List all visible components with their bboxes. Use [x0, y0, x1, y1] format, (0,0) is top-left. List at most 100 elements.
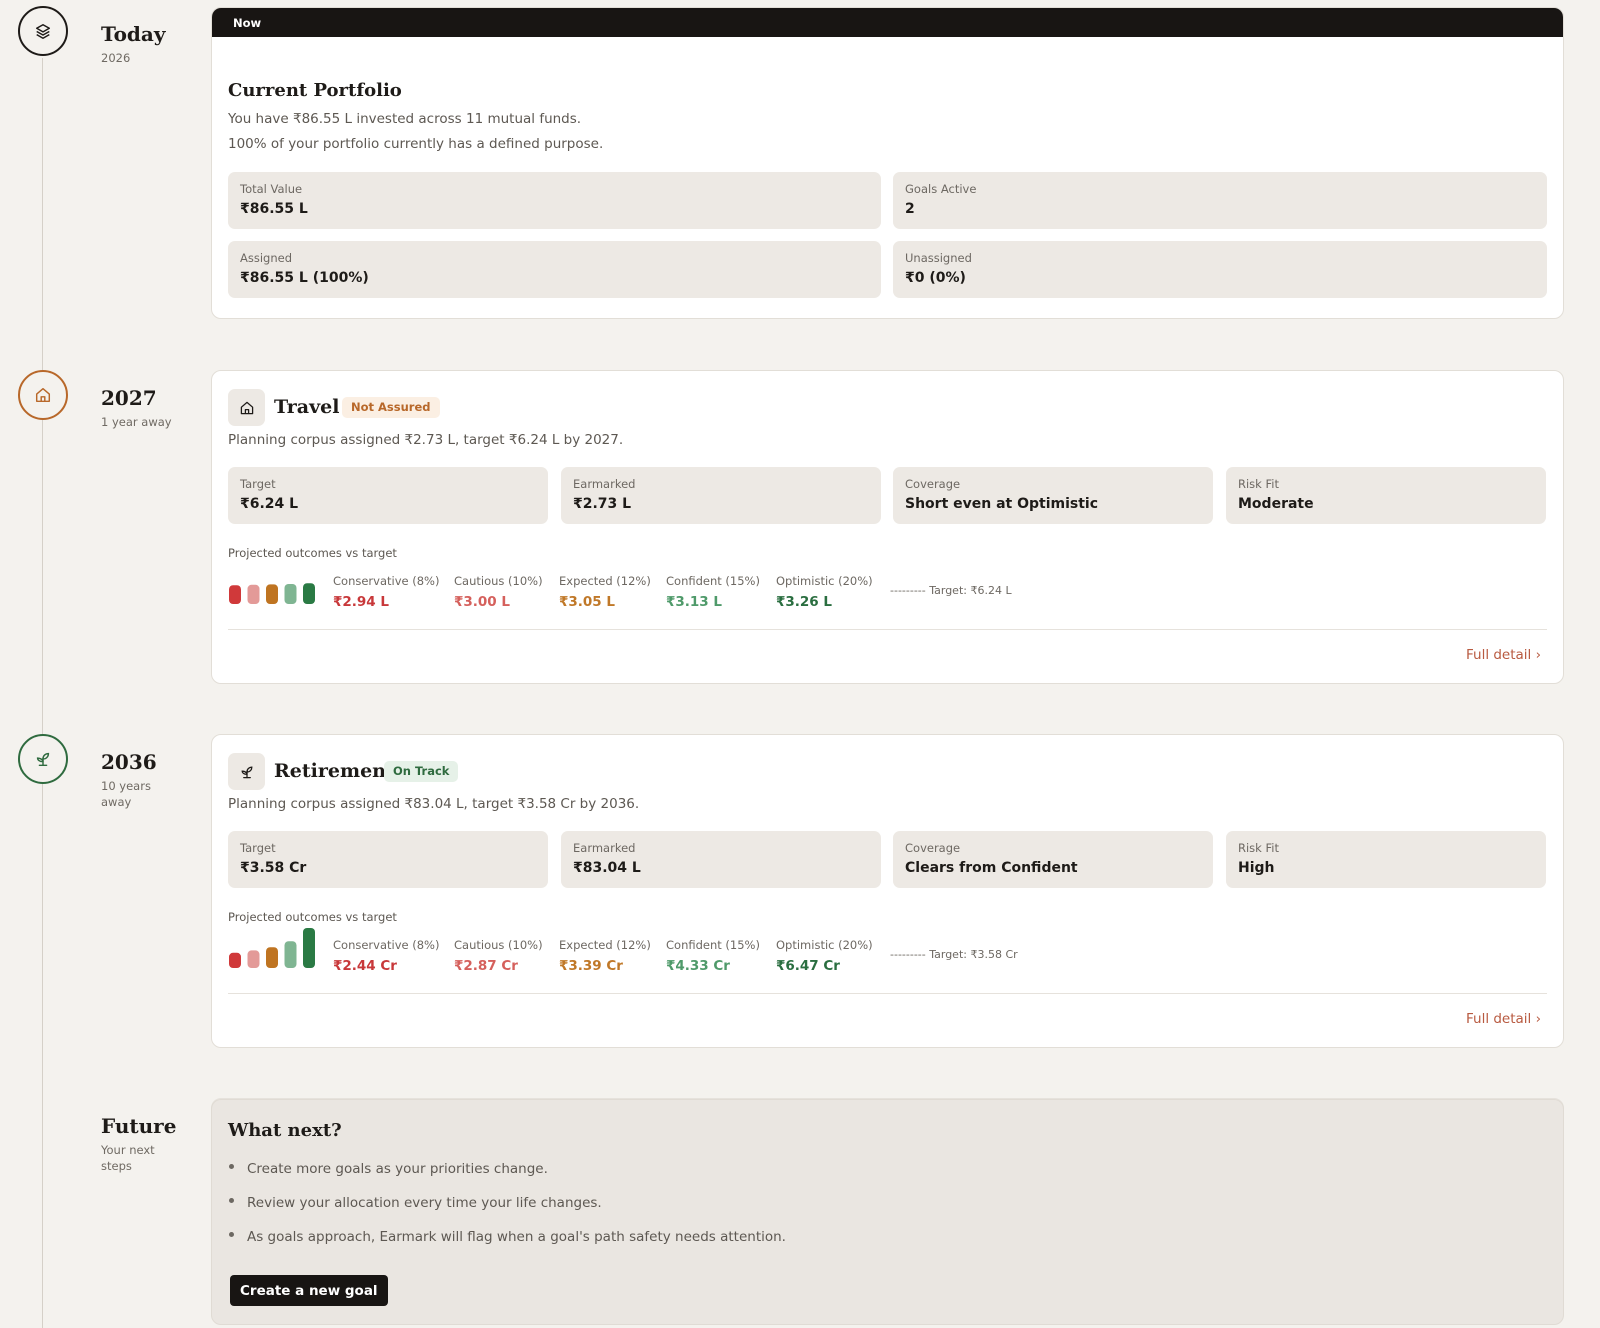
- outcome-label: Conservative (8%): [333, 938, 440, 952]
- outcome-value: ₹3.00 L: [454, 594, 511, 610]
- stat-value: ₹0 (0%): [905, 270, 966, 286]
- target-line-label: --------- Target: ₹6.24 L: [890, 584, 1012, 597]
- projection-label: Projected outcomes vs target: [228, 910, 397, 924]
- goal-stat-coverage: Coverage Clears from Confident: [893, 831, 1213, 888]
- timeline-sub: 1 year away: [101, 415, 172, 429]
- timeline-year: 2027: [101, 386, 157, 410]
- stat-value: ₹6.24 L: [240, 496, 299, 512]
- outcome-bar-expected: [266, 584, 278, 604]
- what-next-card: What next? Create more goals as your pri…: [211, 1099, 1564, 1325]
- status-badge: On Track: [384, 761, 459, 782]
- outcome-value: ₹3.13 L: [666, 594, 723, 610]
- timeline-rail: [42, 58, 43, 1328]
- outcome-label: Cautious (10%): [454, 938, 543, 952]
- stat-label: Total Value: [240, 182, 303, 196]
- portfolio-purpose: 100% of your portfolio currently has a d…: [228, 136, 604, 152]
- timeline-year: Future: [101, 1114, 177, 1138]
- stat-value: ₹86.55 L (100%): [240, 270, 369, 286]
- stat-total-value: Total Value ₹86.55 L: [228, 172, 881, 229]
- current-portfolio-card: Now Current Portfolio You have ₹86.55 L …: [211, 7, 1564, 319]
- outcome-bar-optimistic: [303, 583, 315, 604]
- stat-assigned: Assigned ₹86.55 L (100%): [228, 241, 881, 298]
- divider: [228, 629, 1547, 630]
- stat-goals-active: Goals Active 2: [893, 172, 1547, 229]
- outcome-bars: [229, 583, 315, 604]
- timeline-node-today: [18, 6, 68, 56]
- goal-title: Retirement: [274, 760, 395, 782]
- goal-stat-earmarked: Earmarked ₹83.04 L: [561, 831, 881, 888]
- stat-value: ₹2.73 L: [573, 496, 632, 512]
- stat-value: 2: [905, 201, 915, 217]
- outcome-value: ₹2.94 L: [333, 594, 390, 610]
- full-detail-link[interactable]: Full detail ›: [1465, 1011, 1541, 1027]
- stat-label: Earmarked: [573, 841, 636, 855]
- sprout-icon: [36, 752, 50, 767]
- portfolio-summary: You have ₹86.55 L invested across 11 mut…: [228, 111, 582, 127]
- full-detail-link[interactable]: Full detail ›: [1465, 647, 1541, 663]
- goal-stat-target: Target ₹6.24 L: [228, 467, 548, 524]
- outcome-conservative: Conservative (8%) ₹2.44 Cr: [333, 938, 439, 974]
- stat-label: Risk Fit: [1238, 841, 1279, 855]
- list-item: Create more goals as your priorities cha…: [228, 1161, 786, 1195]
- stat-value: High: [1238, 860, 1275, 876]
- outcome-bar-cautious: [247, 950, 260, 968]
- outcome-label: Cautious (10%): [454, 574, 543, 588]
- timeline-year: 2036: [101, 750, 157, 774]
- outcome-confident: Confident (15%) ₹4.33 Cr: [666, 938, 760, 974]
- stat-label: Earmarked: [573, 477, 636, 491]
- timeline-sub: 2026: [101, 51, 131, 65]
- stat-unassigned: Unassigned ₹0 (0%): [893, 241, 1547, 298]
- outcome-bar-optimistic: [303, 928, 315, 968]
- outcome-confident: Confident (15%) ₹3.13 L: [666, 574, 760, 610]
- outcome-optimistic: Optimistic (20%) ₹6.47 Cr: [776, 938, 873, 974]
- outcome-value: ₹2.87 Cr: [454, 958, 518, 974]
- list-item: As goals approach, Earmark will flag whe…: [228, 1229, 786, 1263]
- stat-value: ₹3.58 Cr: [240, 860, 307, 876]
- outcome-label: Confident (15%): [666, 574, 760, 588]
- outcome-value: ₹3.39 Cr: [559, 958, 623, 974]
- outcome-label: Optimistic (20%): [776, 574, 873, 588]
- goal-stat-earmarked: Earmarked ₹2.73 L: [561, 467, 881, 524]
- target-line-label: --------- Target: ₹3.58 Cr: [890, 948, 1018, 961]
- goal-description: Planning corpus assigned ₹83.04 L, targe…: [228, 796, 640, 812]
- home-icon: [240, 401, 253, 414]
- outcome-bar-expected: [266, 947, 278, 968]
- goal-card-travel: Travel Not Assured Planning corpus assig…: [211, 370, 1564, 684]
- outcome-bar-conservative: [229, 952, 241, 968]
- goal-stat-risk-fit: Risk Fit High: [1226, 831, 1546, 888]
- timeline-label-travel: 2027 1 year away: [101, 386, 191, 430]
- stat-label: Target: [240, 477, 276, 491]
- goal-stat-coverage: Coverage Short even at Optimistic: [893, 467, 1213, 524]
- outcome-optimistic: Optimistic (20%) ₹3.26 L: [776, 574, 873, 610]
- outcome-expected: Expected (12%) ₹3.05 L: [559, 574, 651, 610]
- goal-card-retirement: Retirement On Track Planning corpus assi…: [211, 734, 1564, 1048]
- stat-value: Clears from Confident: [905, 860, 1078, 876]
- goal-icon-box: [228, 753, 265, 790]
- outcome-bar-confident: [284, 941, 297, 968]
- outcome-value: ₹4.33 Cr: [666, 958, 730, 974]
- outcome-bar-cautious: [247, 584, 260, 604]
- what-next-title: What next?: [228, 1120, 342, 1141]
- create-new-goal-button[interactable]: Create a new goal: [230, 1275, 388, 1306]
- home-icon: [35, 387, 51, 403]
- timeline-label-retirement: 2036 10 years away: [101, 750, 161, 810]
- outcome-value: ₹3.05 L: [559, 594, 616, 610]
- projection-label: Projected outcomes vs target: [228, 546, 397, 560]
- timeline-sub: Your next steps: [101, 1143, 155, 1173]
- timeline-node-travel: [18, 370, 68, 420]
- now-tag: Now: [212, 8, 1563, 37]
- portfolio-title: Current Portfolio: [228, 80, 402, 101]
- goal-stat-target: Target ₹3.58 Cr: [228, 831, 548, 888]
- outcome-expected: Expected (12%) ₹3.39 Cr: [559, 938, 651, 974]
- stat-value: Moderate: [1238, 496, 1314, 512]
- outcome-value: ₹6.47 Cr: [776, 958, 840, 974]
- timeline-label-today: Today 2026: [101, 22, 181, 66]
- outcome-label: Expected (12%): [559, 574, 651, 588]
- stat-label: Unassigned: [905, 251, 972, 265]
- stat-label: Target: [240, 841, 276, 855]
- outcome-bars: [229, 928, 315, 968]
- goal-icon-box: [228, 389, 265, 426]
- timeline-sub: 10 years away: [101, 779, 151, 809]
- outcome-value: ₹3.26 L: [776, 594, 833, 610]
- stat-label: Goals Active: [905, 182, 977, 196]
